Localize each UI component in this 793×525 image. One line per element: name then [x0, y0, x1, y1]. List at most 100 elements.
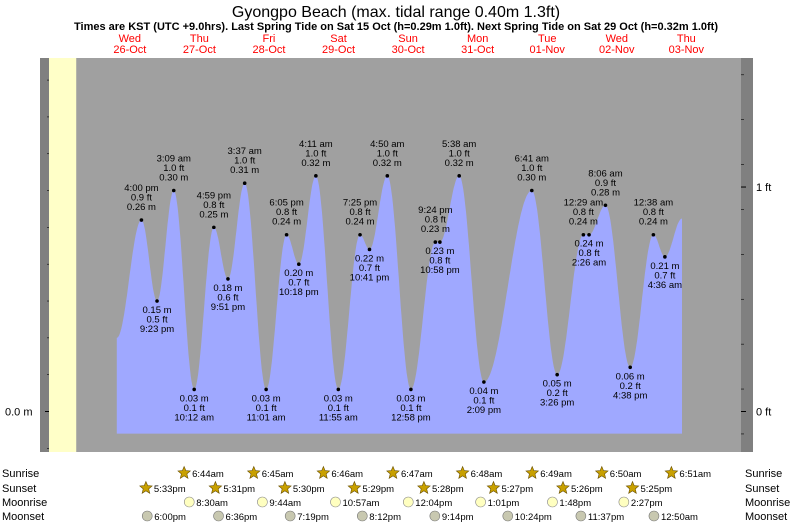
- sunrise-time: 6:44am: [192, 469, 224, 480]
- extreme-label: 0.32 m: [301, 158, 330, 169]
- extreme-label: 6:41 am: [515, 154, 549, 165]
- extreme-label: 11:55 am: [319, 412, 358, 423]
- sunrise-icon: [316, 465, 331, 479]
- extreme-label: 0.1 ft: [184, 403, 205, 414]
- extreme-label: 0.7 ft: [359, 263, 380, 274]
- extreme-label: 0.1 ft: [256, 403, 277, 414]
- day-label: Wed: [606, 33, 628, 45]
- extreme-label: 0.1 ft: [473, 396, 494, 407]
- extreme-label: 0.8 ft: [429, 256, 450, 267]
- sunset-time: 5:26pm: [571, 484, 603, 495]
- moonset-icon: [429, 510, 441, 522]
- row-label-left: Moonrise: [2, 497, 47, 509]
- sunrise-time: 6:45am: [262, 469, 294, 480]
- extreme-dot: [651, 232, 656, 237]
- extreme-dot: [628, 365, 632, 370]
- moonset-icon: [284, 510, 296, 522]
- extreme-label: 10:12 am: [174, 412, 214, 423]
- extreme-dot: [438, 240, 442, 244]
- extreme-dot: [171, 188, 176, 193]
- extreme-dot: [358, 232, 362, 237]
- sunrise-icon: [177, 465, 192, 479]
- extreme-label: 4:36 am: [648, 280, 682, 291]
- extreme-label: 0.5 ft: [146, 315, 167, 326]
- extreme-label: 1.0 ft: [377, 148, 398, 159]
- extreme-label: 0.24 m: [569, 217, 598, 228]
- extreme-label: 1.0 ft: [234, 156, 255, 167]
- extreme-dot: [603, 203, 608, 208]
- moonrise-icon: [402, 496, 414, 508]
- moonset-time: 8:12pm: [369, 512, 401, 523]
- chart-title: Gyongpo Beach (max. tidal range 0.40m 1.…: [232, 4, 560, 21]
- extreme-label: 12:29 am: [564, 198, 604, 209]
- moonrise-time: 12:04pm: [415, 498, 452, 509]
- extreme-dot: [314, 174, 318, 178]
- extreme-dot: [529, 188, 534, 193]
- extreme-label: 0.03 m: [252, 393, 281, 404]
- day-label: Fri: [263, 33, 276, 45]
- sunrise-time: 6:46am: [331, 469, 363, 480]
- moonrise-time: 1:01pm: [488, 498, 520, 509]
- date-label: 26-Oct: [113, 44, 146, 56]
- extreme-label: 5:38 am: [442, 139, 476, 150]
- row-label-right: Moonrise: [745, 497, 790, 509]
- extreme-label: 0.9 ft: [131, 193, 152, 204]
- extreme-label: 0.06 m: [616, 371, 645, 382]
- extreme-label: 0.7 ft: [288, 278, 309, 289]
- sunrise-time: 6:51am: [679, 469, 711, 480]
- moonrise-icon: [475, 496, 486, 508]
- moonset-time: 9:14pm: [442, 512, 474, 523]
- day-label: Tue: [538, 33, 557, 45]
- moonset-icon: [575, 510, 587, 522]
- sunrise-icon: [386, 465, 400, 479]
- extreme-label: 4:11 am: [299, 139, 333, 150]
- right-axis-label: 1 ft: [756, 182, 771, 194]
- extreme-label: 12:58 pm: [391, 412, 431, 423]
- sunset-icon: [556, 480, 570, 494]
- extreme-dot: [663, 255, 667, 259]
- sunrise-time: 6:50am: [610, 469, 642, 480]
- sunset-time: 5:31pm: [223, 484, 255, 495]
- extreme-dot: [581, 232, 586, 237]
- extreme-label: 0.8 ft: [643, 207, 664, 218]
- moonrise-time: 1:48pm: [559, 498, 591, 509]
- extreme-label: 0.03 m: [324, 393, 353, 404]
- extreme-label: 0.1 ft: [400, 403, 421, 414]
- extreme-label: 4:38 pm: [613, 390, 647, 401]
- extreme-dot: [139, 218, 144, 222]
- extreme-label: 6:05 pm: [269, 198, 303, 209]
- extreme-label: 0.22 m: [355, 253, 384, 264]
- row-label-right: Sunset: [745, 483, 779, 495]
- sunset-icon: [625, 480, 640, 494]
- moonrise-icon: [257, 496, 268, 508]
- extreme-label: 1.0 ft: [305, 148, 326, 159]
- sunrise-icon: [525, 465, 540, 479]
- sunrise-time: 6:47am: [401, 469, 433, 480]
- extreme-label: 0.15 m: [143, 305, 172, 316]
- day-label: Mon: [467, 33, 488, 45]
- extreme-label: 0.23 m: [421, 224, 450, 235]
- extreme-dot: [367, 247, 372, 252]
- sunrise-icon: [664, 465, 679, 479]
- extreme-dot: [242, 181, 247, 185]
- row-label-left: Sunset: [2, 483, 36, 495]
- date-label: 30-Oct: [392, 44, 425, 56]
- extreme-dot: [284, 232, 289, 237]
- extreme-dot: [192, 387, 196, 392]
- date-label: 01-Nov: [529, 44, 565, 56]
- sunset-icon: [417, 480, 431, 494]
- left-axis-label: 0.0 m: [5, 406, 33, 418]
- moonset-time: 6:36pm: [226, 512, 258, 523]
- day-label: Thu: [190, 33, 209, 45]
- extreme-label: 0.24 m: [272, 217, 301, 228]
- row-label-left: Sunrise: [2, 468, 39, 480]
- moonrise-icon: [547, 496, 558, 508]
- extreme-label: 11:01 am: [247, 412, 286, 423]
- sunrise-icon: [246, 465, 261, 479]
- extreme-label: 7:25 pm: [343, 198, 377, 209]
- extreme-dot: [482, 380, 486, 384]
- extreme-label: 0.2 ft: [620, 381, 641, 392]
- extreme-label: 0.18 m: [213, 283, 242, 294]
